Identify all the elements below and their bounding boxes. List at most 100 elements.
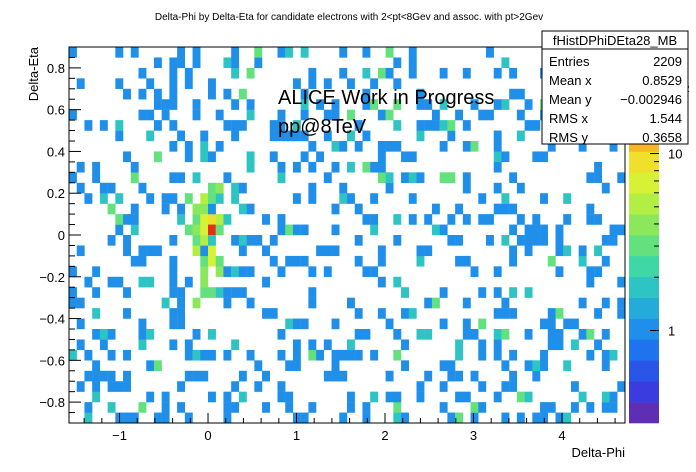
heatmap-cell: [516, 182, 525, 194]
heatmap-cell: [563, 412, 572, 424]
heatmap-cell: [169, 339, 178, 351]
heatmap-cell: [69, 109, 77, 121]
heatmap-cell: [161, 99, 170, 110]
heatmap-cell: [238, 266, 247, 277]
heatmap-cell: [262, 402, 270, 413]
heatmap-cell: [153, 151, 162, 163]
heatmap-cell: [601, 329, 610, 340]
heatmap-cell: [493, 287, 502, 298]
heatmap-cell: [339, 47, 348, 58]
heatmap-cell: [462, 172, 471, 183]
heatmap-cell: [501, 308, 510, 319]
heatmap-cell: [300, 318, 309, 330]
heatmap-cell: [300, 255, 309, 267]
z-tick-label: 1: [668, 323, 675, 338]
heatmap-cell: [208, 193, 216, 204]
heatmap-cell: [555, 329, 564, 340]
heatmap-cell: [184, 339, 193, 351]
y-tick-label: 0.8: [47, 61, 65, 76]
heatmap-cell: [555, 308, 564, 319]
heatmap-cell: [130, 161, 139, 173]
heatmap-cell: [524, 235, 533, 246]
heatmap-cell: [153, 57, 162, 69]
heatmap-cell: [76, 318, 85, 330]
heatmap-peak-cell: [208, 224, 216, 235]
heatmap-cell: [377, 109, 386, 121]
heatmap-cell: [308, 78, 317, 89]
heatmap-cell: [509, 245, 518, 257]
heatmap-cell: [107, 182, 116, 194]
heatmap-cell: [516, 88, 525, 100]
heatmap-cell: [493, 308, 502, 319]
heatmap-cell: [169, 287, 178, 298]
heatmap-cell: [609, 141, 618, 152]
heatmap-cell: [547, 308, 556, 319]
heatmap-cell: [115, 224, 124, 236]
heatmap-cell: [455, 235, 464, 246]
heatmap-cell: [347, 78, 355, 89]
heatmap-cell: [362, 88, 371, 100]
heatmap-cell: [431, 297, 440, 309]
heatmap-cell: [223, 214, 232, 225]
color-scale-band: [629, 235, 659, 257]
heatmap-cell: [208, 329, 216, 340]
color-scale-band: [629, 402, 659, 424]
heatmap-cell: [493, 349, 502, 361]
heatmap-cell: [184, 151, 193, 163]
heatmap-cell: [177, 172, 186, 183]
heatmap-cell: [138, 67, 147, 79]
heatmap-cell: [385, 370, 394, 382]
heatmap-cell: [138, 339, 147, 351]
heatmap-cell: [292, 161, 301, 173]
heatmap-cell: [570, 318, 579, 330]
heatmap-cell: [339, 370, 348, 382]
heatmap-cell: [431, 120, 440, 131]
heatmap-cell: [401, 339, 409, 351]
heatmap-cell: [532, 360, 541, 371]
heatmap-cell: [617, 172, 626, 183]
heatmap-cell: [277, 349, 286, 361]
stats-name: fHistDPhiDEta28_MB: [553, 33, 677, 48]
heatmap-cell: [601, 391, 610, 403]
heatmap-cell: [138, 109, 147, 121]
heatmap-cell: [169, 318, 178, 330]
heatmap-cell: [123, 151, 131, 163]
heatmap-cell: [231, 193, 240, 204]
heatmap-cell: [138, 329, 147, 340]
heatmap-cell: [486, 235, 494, 246]
heatmap-cell: [439, 120, 448, 131]
heatmap-cell: [532, 151, 541, 163]
heatmap-cell: [169, 120, 178, 131]
heatmap-cell: [594, 266, 603, 277]
heatmap-cell: [362, 99, 371, 110]
x-tick-label: 3: [470, 428, 477, 443]
y-tick-label: −0.6: [39, 353, 65, 368]
heatmap-cell: [331, 370, 340, 382]
heatmap-cell: [308, 297, 317, 309]
x-axis-label: Delta-Phi: [572, 445, 626, 460]
color-scale-band: [629, 381, 659, 403]
heatmap-cell: [277, 381, 286, 392]
heatmap-cell: [200, 151, 209, 163]
heatmap-cell: [308, 141, 317, 152]
heatmap-cell: [192, 172, 201, 183]
heatmap-cell: [601, 349, 610, 361]
heatmap-cell: [408, 193, 417, 204]
heatmap-cell: [586, 172, 595, 183]
heatmap-cell: [292, 318, 301, 330]
heatmap-cell: [323, 266, 332, 277]
heatmap-cell: [285, 318, 294, 330]
heatmap-cell: [238, 88, 247, 100]
heatmap-cell: [370, 161, 379, 173]
stats-row-value: 0.8529: [642, 73, 682, 88]
heatmap-cell: [192, 214, 201, 225]
heatmap-cell: [594, 339, 603, 351]
heatmap-cell: [470, 370, 479, 382]
heatmap-cell: [92, 370, 101, 382]
heatmap-cell: [462, 329, 471, 340]
heatmap-cell: [254, 235, 263, 246]
heatmap-cell: [208, 349, 216, 361]
heatmap-cell: [99, 329, 108, 340]
heatmap-cell: [617, 224, 626, 236]
y-tick-label: −0.2: [39, 270, 65, 285]
